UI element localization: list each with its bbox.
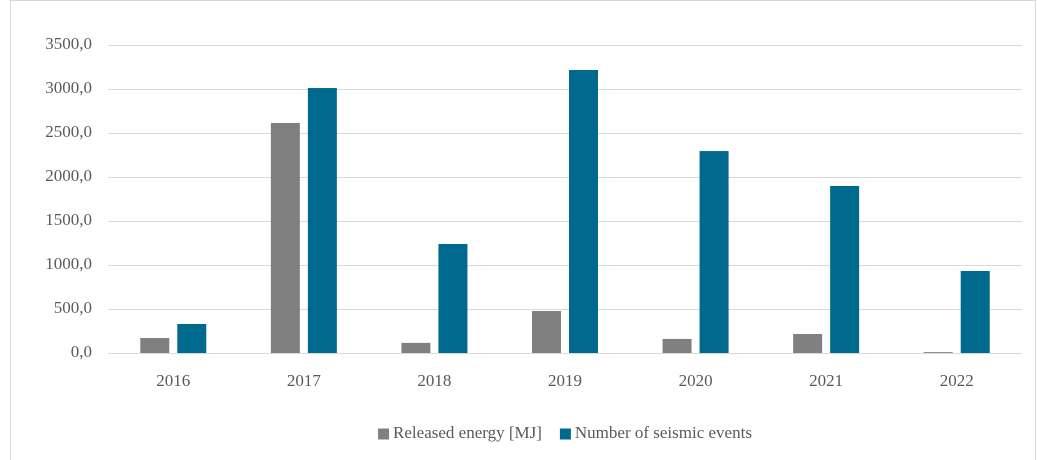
bar [177,323,207,353]
legend-label: Number of seismic events [575,423,752,442]
bar [793,333,823,353]
y-tick-label: 3000,0 [45,78,92,97]
x-tick-label: 2021 [809,371,843,390]
y-tick-label: 2000,0 [45,166,92,185]
bar [270,122,300,353]
y-tick-label: 2500,0 [45,122,92,141]
bar [438,243,468,353]
bar [699,151,729,353]
bar [532,311,561,353]
bar [401,342,431,353]
y-tick-label: 3500,0 [45,34,92,53]
bar [307,88,337,354]
bar [662,338,692,353]
bar [569,69,598,353]
legend-swatch [378,428,390,440]
bar [140,338,170,353]
x-tick-label: 2016 [156,371,190,390]
y-tick-label: 0,0 [71,342,92,361]
chart-border [10,0,1036,460]
x-tick-label: 2022 [940,371,974,390]
x-tick-label: 2019 [548,371,582,390]
bar [923,352,953,353]
legend-label: Released energy [MJ] [393,423,542,442]
y-tick-label: 500,0 [54,298,92,317]
x-tick-label: 2020 [679,371,713,390]
y-tick-label: 1500,0 [45,210,92,229]
legend-swatch [559,428,571,440]
y-tick-label: 1000,0 [45,254,92,273]
bar [830,185,860,353]
bar [960,270,990,353]
x-tick-label: 2018 [417,371,451,390]
x-tick-label: 2017 [287,371,322,390]
